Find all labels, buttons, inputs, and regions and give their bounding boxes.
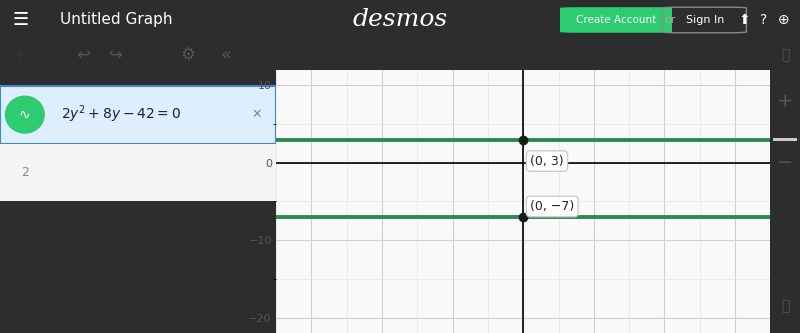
Text: $2y^2 + 8y - 42 = 0$: $2y^2 + 8y - 42 = 0$	[61, 104, 181, 126]
Text: ☰: ☰	[12, 11, 28, 29]
FancyBboxPatch shape	[0, 86, 276, 144]
Text: ⬆: ⬆	[738, 13, 750, 27]
FancyBboxPatch shape	[0, 144, 276, 201]
Circle shape	[6, 96, 44, 133]
Text: «: «	[221, 46, 232, 64]
Text: +: +	[777, 92, 794, 111]
Text: Sign In: Sign In	[686, 15, 724, 25]
Text: (0, −7): (0, −7)	[530, 200, 574, 213]
FancyBboxPatch shape	[560, 7, 672, 33]
Text: ?: ?	[760, 13, 768, 27]
Text: 🔧: 🔧	[781, 48, 790, 62]
Text: or: or	[665, 15, 676, 25]
FancyBboxPatch shape	[774, 138, 797, 141]
Text: ⊕: ⊕	[778, 13, 790, 27]
Text: 2: 2	[21, 166, 29, 179]
Text: ⚙: ⚙	[180, 46, 195, 64]
Text: ✕: ✕	[251, 108, 262, 121]
Text: +: +	[10, 45, 29, 65]
Text: −: −	[777, 153, 794, 171]
Text: ∿: ∿	[19, 108, 30, 122]
Text: (0, 3): (0, 3)	[530, 155, 564, 167]
Text: Create Account: Create Account	[576, 15, 656, 25]
Text: ↪: ↪	[109, 46, 123, 64]
Text: 🏠: 🏠	[781, 300, 790, 314]
Text: ↩: ↩	[76, 46, 90, 64]
Text: desmos: desmos	[352, 8, 448, 32]
Text: Untitled Graph: Untitled Graph	[60, 12, 173, 28]
